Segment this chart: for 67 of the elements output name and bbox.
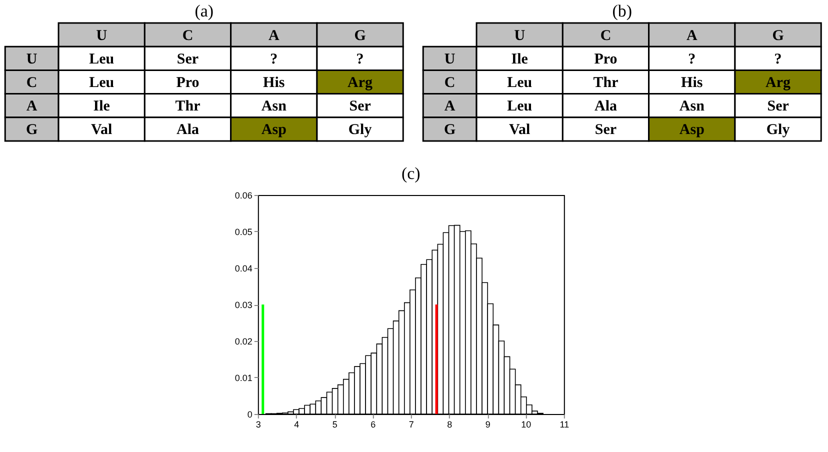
text: Ile — [93, 98, 110, 115]
text: Leu — [507, 98, 532, 115]
y-tick-label: 0.03 — [234, 300, 252, 310]
text: Ser — [767, 98, 789, 115]
category-label: A — [26, 98, 38, 115]
text: His — [263, 75, 285, 91]
text: His — [681, 75, 703, 91]
text: Pro — [176, 75, 200, 91]
category-label: A — [686, 28, 698, 44]
category-label: C — [26, 75, 38, 91]
text: Thr — [593, 75, 618, 91]
text: Ser — [176, 51, 199, 68]
x-tick-label: 10 — [521, 420, 532, 430]
text: Asp — [261, 122, 286, 138]
y-tick-label: 0.01 — [234, 373, 252, 383]
text: Leu — [89, 75, 114, 91]
category-label: U — [514, 28, 526, 44]
text: Ala — [176, 122, 200, 138]
category-label: U — [96, 28, 108, 44]
chart-title: (c) — [401, 164, 420, 183]
x-tick-label: 6 — [370, 420, 376, 430]
text: Ile — [511, 51, 528, 68]
category-label: G — [772, 28, 784, 44]
text: ? — [688, 51, 696, 68]
category-label: C — [182, 28, 194, 44]
text: Asn — [261, 98, 286, 115]
text: Pro — [594, 51, 618, 68]
category-label: U — [26, 51, 38, 68]
text: Thr — [175, 98, 200, 115]
category-label: C — [600, 28, 612, 44]
text: (b) — [612, 1, 632, 20]
text: Gly — [766, 122, 790, 138]
x-tick-label: 5 — [332, 420, 338, 430]
category-label: C — [444, 75, 456, 91]
text: Val — [509, 122, 530, 138]
text: Ser — [594, 122, 617, 138]
y-tick-label: 0.02 — [234, 336, 252, 346]
y-tick-label: 0.06 — [234, 190, 252, 200]
y-tick-label: 0.04 — [234, 264, 252, 274]
text: Asn — [679, 98, 704, 115]
category-label: G — [26, 122, 38, 138]
text: Ser — [349, 98, 371, 115]
text: (a) — [194, 1, 214, 20]
x-tick-label: 9 — [485, 420, 490, 430]
x-tick-label: 3 — [256, 420, 261, 430]
text: Asp — [679, 122, 704, 138]
text: Leu — [89, 51, 114, 68]
category-label: U — [444, 51, 456, 68]
category-label: A — [444, 98, 456, 115]
text: Val — [91, 122, 112, 138]
text: Leu — [507, 75, 532, 91]
text: Ala — [594, 98, 618, 115]
x-tick-label: 4 — [294, 420, 300, 430]
text: ? — [270, 51, 278, 68]
y-tick-label: 0 — [247, 410, 252, 420]
text: Gly — [348, 122, 372, 138]
category-label: G — [444, 122, 456, 138]
text: ? — [356, 51, 364, 68]
x-tick-label: 8 — [447, 420, 452, 430]
category-label: G — [354, 28, 366, 44]
text: Arg — [348, 75, 373, 91]
y-tick-label: 0.05 — [234, 227, 252, 237]
x-tick-label: 7 — [408, 420, 414, 430]
category-label: A — [268, 28, 280, 44]
text: Arg — [766, 75, 791, 91]
x-tick-label: 11 — [560, 420, 570, 430]
text: ? — [774, 51, 782, 68]
